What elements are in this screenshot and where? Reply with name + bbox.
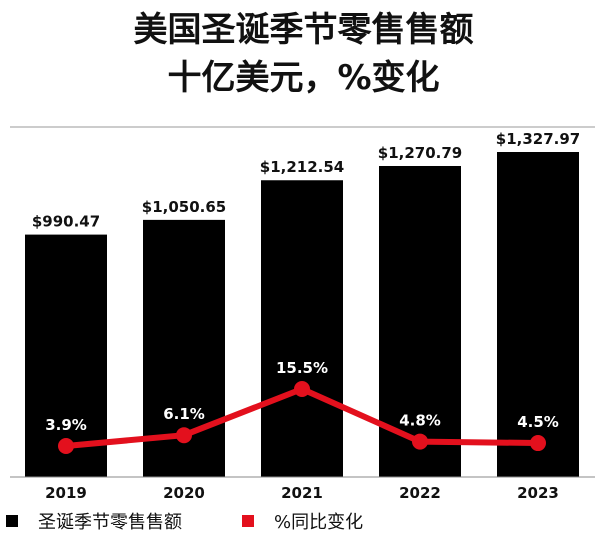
x-tick-2021: 2021 bbox=[281, 484, 323, 502]
yoy-label-2021: 15.5% bbox=[276, 359, 328, 377]
legend-item-yoy: %同比变化 bbox=[242, 508, 363, 534]
yoy-point-2019 bbox=[58, 438, 74, 454]
bar-2019 bbox=[25, 234, 107, 477]
yoy-label-2019: 3.9% bbox=[45, 416, 87, 434]
yoy-label-2022: 4.8% bbox=[399, 412, 441, 430]
x-tick-2020: 2020 bbox=[163, 484, 205, 502]
x-tick-2022: 2022 bbox=[399, 484, 441, 502]
yoy-label-2020: 6.1% bbox=[163, 405, 205, 423]
bar-2023 bbox=[497, 152, 579, 477]
yoy-point-2022 bbox=[412, 433, 428, 450]
legend-label-sales: 圣诞季节零售售额 bbox=[38, 512, 182, 533]
legend-item-sales: 圣诞季节零售售额 bbox=[6, 508, 182, 534]
chart-title-line2: 十亿美元，%变化 bbox=[167, 58, 440, 98]
legend-label-yoy: %同比变化 bbox=[274, 512, 364, 533]
yoy-label-2023: 4.5% bbox=[517, 413, 559, 431]
chart-title-line1: 美国圣诞季节零售售额 bbox=[133, 10, 474, 50]
legend-swatch-yoy bbox=[242, 515, 254, 527]
x-tick-2023: 2023 bbox=[517, 484, 559, 502]
bar-2022 bbox=[379, 165, 461, 478]
legend: 圣诞季节零售售额 %同比变化 bbox=[6, 508, 363, 534]
bar-2021 bbox=[261, 180, 343, 477]
yoy-point-2020 bbox=[176, 427, 192, 444]
yoy-point-2021 bbox=[294, 381, 310, 397]
bar-label-2023: $1,327.97 bbox=[496, 130, 580, 148]
bar-label-2020: $1,050.65 bbox=[142, 198, 226, 216]
x-tick-2019: 2019 bbox=[45, 484, 87, 502]
bar-label-2019: $990.47 bbox=[32, 213, 100, 231]
yoy-point-2023 bbox=[530, 435, 546, 452]
bar-label-2022: $1,270.79 bbox=[378, 144, 462, 162]
legend-swatch-sales bbox=[6, 515, 18, 527]
bar-label-2021: $1,212.54 bbox=[260, 158, 344, 176]
